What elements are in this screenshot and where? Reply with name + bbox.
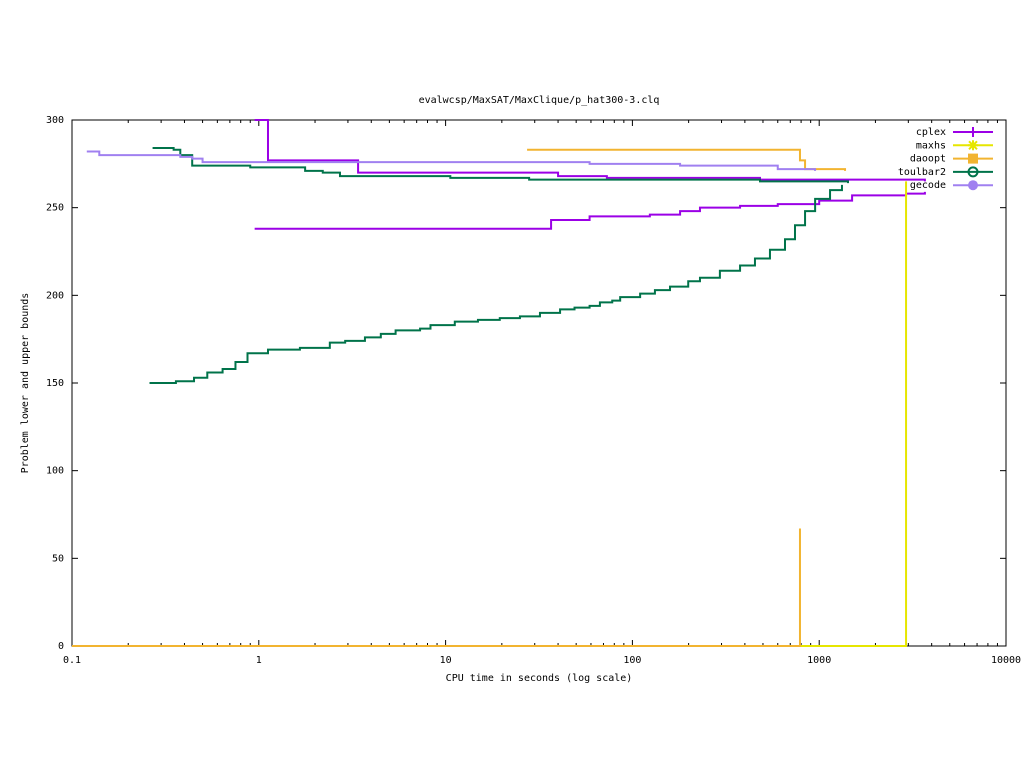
legend-marker	[967, 166, 979, 178]
chart-title: evalwcsp/MaxSAT/MaxClique/p_hat300-3.clq	[419, 95, 660, 106]
lower-bound-line	[72, 528, 801, 647]
legend-label: toulbar2	[898, 167, 946, 178]
legend-marker	[968, 140, 978, 151]
legend-label: maxhs	[916, 140, 946, 151]
x-tick-label: 10	[440, 655, 452, 666]
legend-marker	[968, 180, 978, 191]
legend-label: cplex	[916, 127, 946, 138]
y-tick-label: 250	[46, 203, 64, 214]
x-tick-label: 1	[256, 655, 262, 666]
x-tick-label: 1000	[807, 655, 831, 666]
y-tick-label: 0	[58, 641, 64, 652]
legend-label: gecode	[910, 180, 946, 191]
y-tick-label: 300	[46, 115, 64, 126]
upper-bound-line	[152, 147, 849, 184]
y-tick-label: 150	[46, 378, 64, 389]
legend-marker	[968, 153, 978, 164]
y-tick-label: 200	[46, 290, 64, 301]
x-axis-label: CPU time in seconds (log scale)	[446, 673, 633, 684]
x-tick-label: 100	[623, 655, 641, 666]
legend-label: daoopt	[910, 154, 946, 165]
legend-marker	[968, 127, 978, 137]
lower-bound-line	[254, 191, 926, 230]
x-tick-label: 0.1	[63, 655, 81, 666]
y-axis-label: Problem lower and upper bounds	[20, 293, 31, 474]
x-tick-label: 10000	[991, 655, 1021, 666]
plot-frame	[71, 119, 1007, 647]
lower-bound-line	[72, 181, 908, 647]
y-tick-label: 50	[52, 553, 64, 564]
upper-bound-line	[527, 148, 847, 171]
y-tick-label: 100	[46, 466, 64, 477]
upper-bound-line	[86, 150, 817, 171]
lower-bound-line	[149, 184, 843, 384]
